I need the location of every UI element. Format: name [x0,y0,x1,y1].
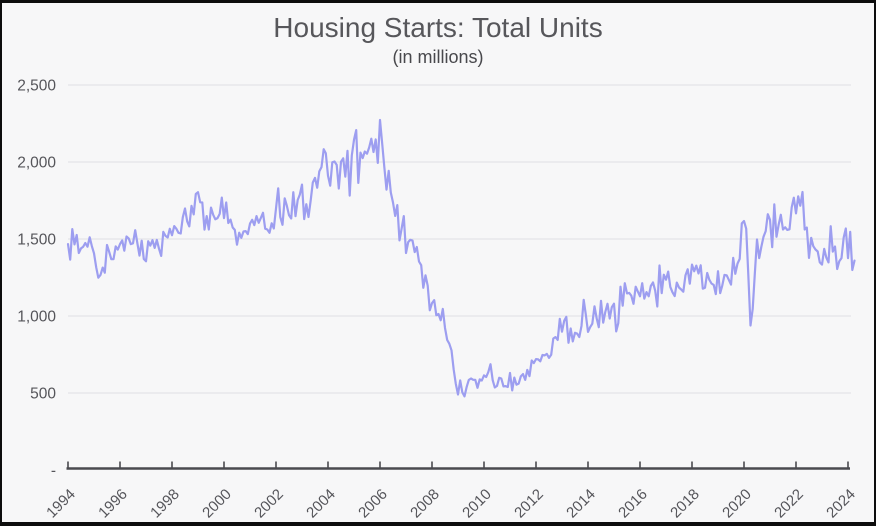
x-tick-label: 1994 [43,486,79,522]
chart-title: Housing Starts: Total Units [273,12,603,43]
x-tick-label: 2016 [615,486,651,522]
x-tick-label: 2004 [303,486,339,522]
chart-svg: - 500 1,000 1,500 2,000 2,500 1994 1996 1998 2000… [17,78,859,522]
x-tick-label: 2024 [823,486,859,522]
x-tick-label: 2000 [199,486,235,522]
x-tick-label: 2010 [459,486,495,522]
y-tick-label: 2,000 [17,155,56,172]
y-tick-label: 500 [30,386,56,403]
x-tick-label: 2002 [251,486,287,522]
x-tick-label: 2020 [719,486,755,522]
x-tick-label: 2022 [771,486,807,522]
y-tick-label: 1,500 [17,232,56,249]
housing-starts-line [66,118,856,398]
y-tick-label: 2,500 [17,78,56,95]
y-tick-label: 1,000 [17,309,56,326]
x-tick-label: 2006 [355,486,391,522]
x-tick-label: 2008 [407,486,443,522]
y-tick-label: - [51,463,56,480]
x-tick-label: 1996 [95,486,131,522]
chart-subtitle: (in millions) [392,47,484,67]
x-tick-label: 2014 [563,486,599,522]
x-tick-label: 2012 [511,486,547,522]
x-tick-label: 2018 [667,486,703,522]
x-tick-label: 1998 [147,486,183,522]
